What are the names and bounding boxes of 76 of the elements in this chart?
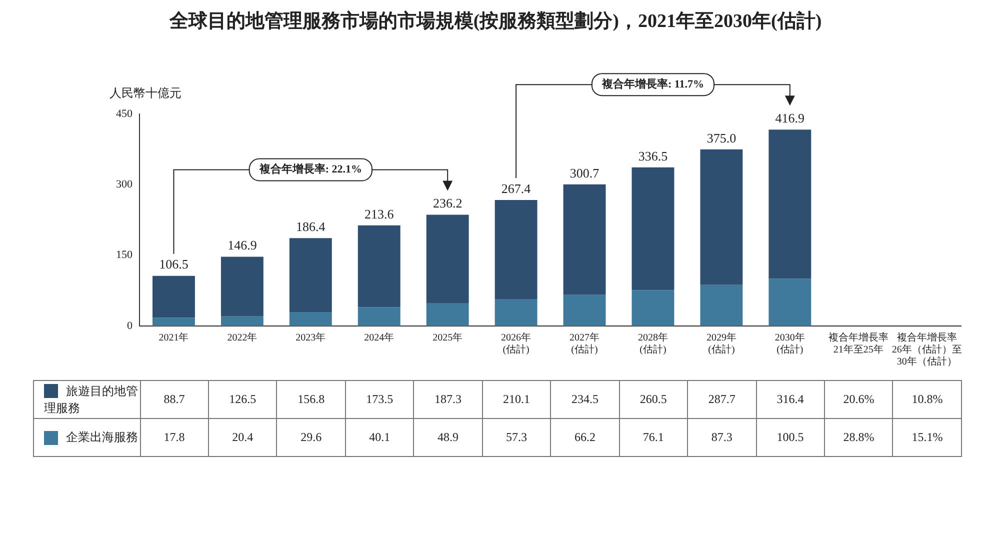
legend-label: 企業出海服務 xyxy=(66,430,138,444)
bar xyxy=(220,256,264,316)
x-tick-label: 2030年 (估計) xyxy=(774,332,805,356)
data-label: 100.5 xyxy=(756,418,825,456)
text: 10.8% xyxy=(912,392,943,406)
bar xyxy=(494,200,538,300)
legend-label: 旅遊目的地管理服務 xyxy=(44,384,138,414)
bar xyxy=(632,167,674,290)
bar xyxy=(632,290,674,326)
bar xyxy=(152,276,195,318)
y-tick-label: 450 xyxy=(116,108,133,120)
x-tick-label: 2023年 xyxy=(296,332,326,344)
data-label: 17.8 xyxy=(140,418,208,456)
total-label: 267.4 xyxy=(501,180,532,196)
x-tick-label: 2025年 xyxy=(432,332,463,344)
total-label: 186.4 xyxy=(296,219,326,234)
total-label: 236.2 xyxy=(432,196,462,211)
data-label: 187.3 xyxy=(414,380,482,418)
total-label: 300.7 xyxy=(570,165,600,180)
bar xyxy=(358,225,400,308)
text: 28.8% xyxy=(843,430,874,444)
x-tick-label: 2024年 xyxy=(364,332,394,344)
y-tick-label: 150 xyxy=(116,249,133,262)
annotation: 複合年增長率: 22.1% xyxy=(258,162,362,176)
x-tick-label: 2021年 xyxy=(158,332,189,344)
total-label: 146.9 xyxy=(228,238,257,253)
total-label: 416.9 xyxy=(775,110,805,126)
y-tick-label: 300 xyxy=(116,178,133,191)
data-label: 88.7 xyxy=(140,380,208,418)
data-label: 57.3 xyxy=(482,418,551,456)
x-tick-label: 2028年 (估計) xyxy=(638,332,668,356)
data-label: 287.7 xyxy=(688,380,756,418)
total-label: 336.5 xyxy=(638,148,668,164)
bar xyxy=(426,302,469,326)
text: 20.6% xyxy=(843,392,874,406)
data-label: 126.5 xyxy=(208,380,277,418)
bar xyxy=(289,312,332,326)
bar xyxy=(358,307,400,326)
x-tick-label: 2026年 (估計) xyxy=(501,332,532,356)
bar xyxy=(768,278,812,326)
x-tick-label: 複合年增長率 26年（估計）至 30年（估計） xyxy=(892,332,962,368)
data-label: 40.1 xyxy=(345,418,414,456)
data-label: 234.5 xyxy=(550,380,620,418)
bar xyxy=(563,294,606,326)
data-label: 210.1 xyxy=(482,380,551,418)
text: 複合年增長率: 11.7% xyxy=(600,77,704,90)
total-label: 375.0 xyxy=(706,130,736,146)
bar xyxy=(220,316,264,326)
data-label: 48.9 xyxy=(414,418,482,456)
data-label: 76.1 xyxy=(619,418,688,456)
bar xyxy=(700,284,743,326)
x-tick-label: 2027年 (估計) xyxy=(570,332,600,356)
data-label: 156.8 xyxy=(276,380,346,418)
data-label: 87.3 xyxy=(688,418,756,456)
bar xyxy=(700,149,743,285)
bar xyxy=(494,299,538,326)
bar xyxy=(768,130,812,279)
data-label: 66.2 xyxy=(550,418,620,456)
y-axis-title: 人民幣十億元 xyxy=(110,86,182,100)
total-label: 213.6 xyxy=(364,206,394,222)
bar xyxy=(152,318,195,326)
data-label: 173.5 xyxy=(345,380,414,418)
x-tick-label: 複合年增長率 21年至25年 xyxy=(828,332,888,356)
bar xyxy=(289,238,332,312)
bar xyxy=(563,184,606,295)
x-tick-label: 2029年 (估計) xyxy=(706,332,736,356)
data-label: 260.5 xyxy=(619,380,688,418)
y-tick-label: 0 xyxy=(127,320,133,332)
total-label: 106.5 xyxy=(159,256,188,272)
bar xyxy=(426,214,469,303)
data-label: 29.6 xyxy=(276,418,346,456)
text: 15.1% xyxy=(912,430,943,444)
x-tick-label: 2022年 xyxy=(227,332,258,344)
data-label: 20.4 xyxy=(208,418,277,456)
chart-title: 全球目的地管理服務市場的市場規模(按服務類型劃分)，2021年至2030年(估計) xyxy=(168,10,823,34)
data-label: 316.4 xyxy=(756,380,825,418)
